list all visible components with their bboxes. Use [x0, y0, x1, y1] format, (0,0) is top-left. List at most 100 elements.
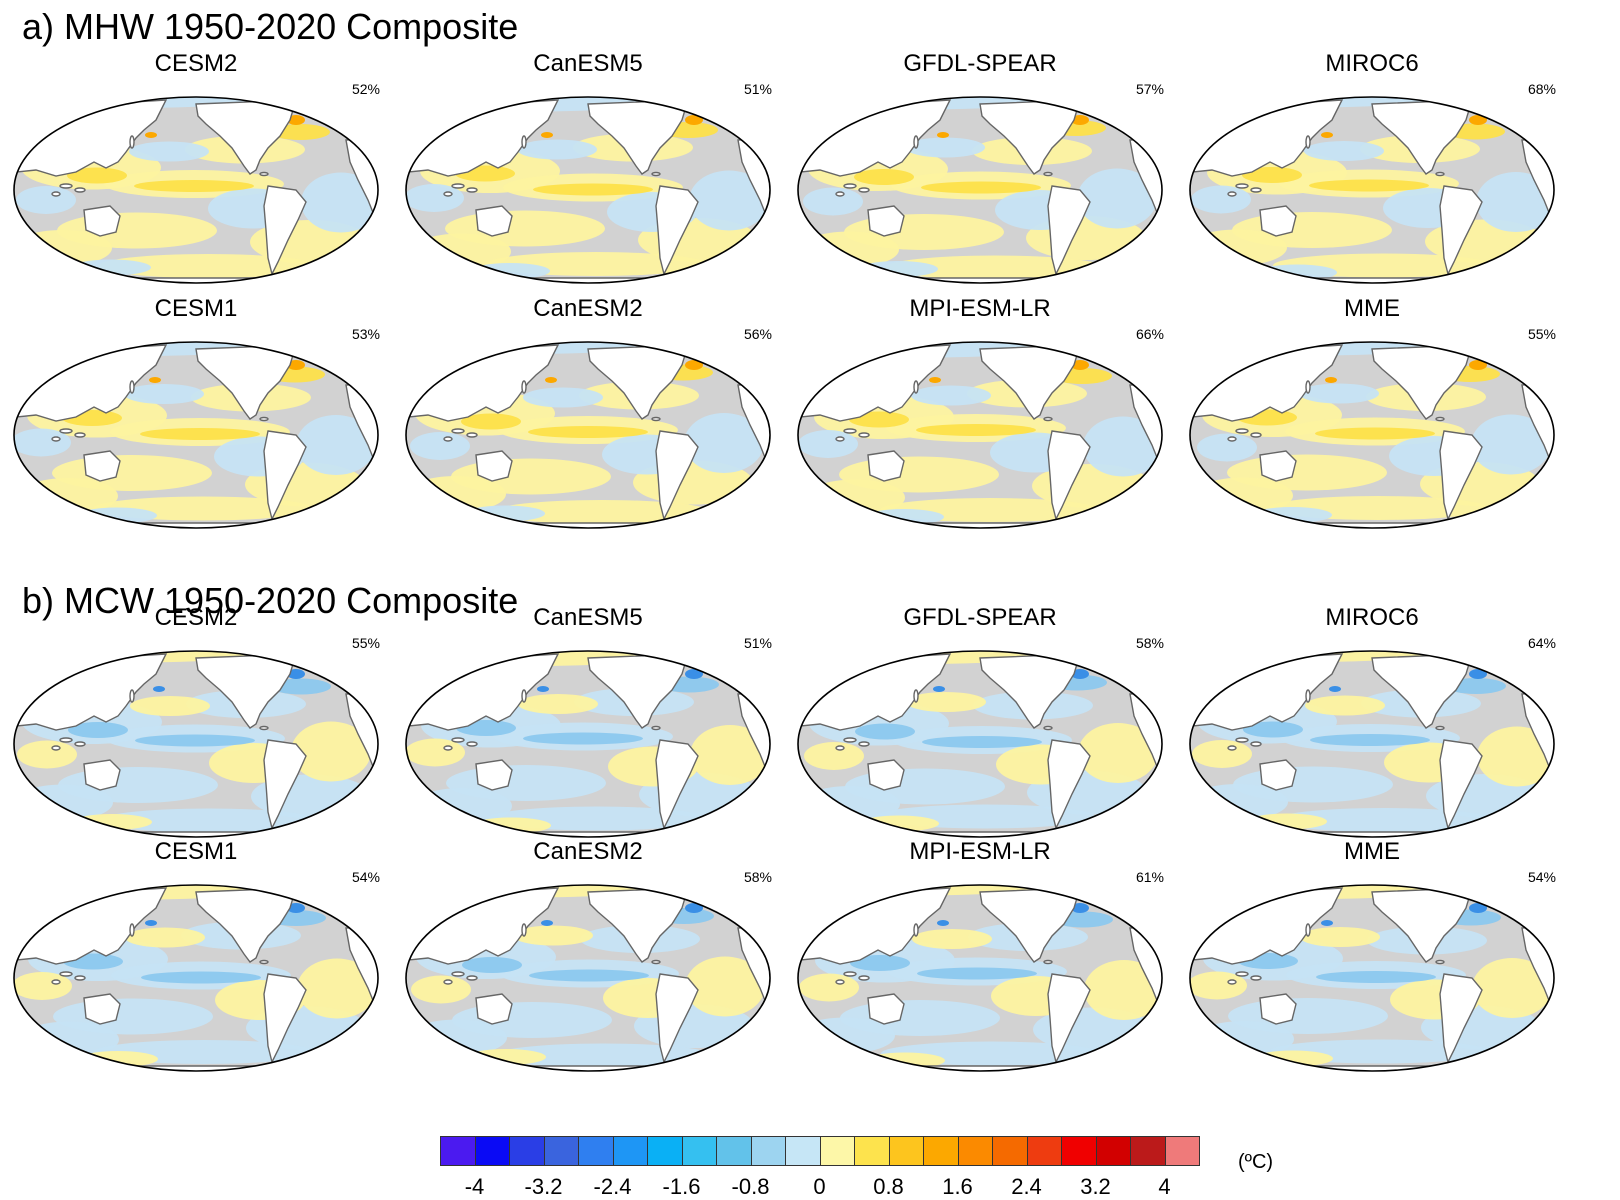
colorbar-swatch: [785, 1136, 821, 1166]
panel-model-name: CanESM2: [533, 295, 643, 322]
anomaly-map: [1189, 650, 1555, 838]
colorbar-tick-label: -0.8: [731, 1174, 770, 1199]
panel-model-name: MIROC6: [1325, 604, 1419, 631]
anomaly-map: [13, 650, 379, 838]
colorbar-swatch: [957, 1136, 993, 1166]
panel-percentage: 54%: [1527, 869, 1556, 885]
panel-model-name: CESM1: [154, 838, 238, 865]
panel-percentage: 64%: [1527, 635, 1556, 651]
panel-percentage: 66%: [1135, 326, 1164, 342]
colorbar-tick-label: 2.4: [1011, 1174, 1042, 1199]
colorbar-tick-label: -3.2: [524, 1174, 563, 1199]
panel-percentage: 52%: [351, 81, 380, 97]
colorbar-swatch: [923, 1136, 959, 1166]
colorbar-swatch: [647, 1136, 683, 1166]
map-panel: CanESM2 58%: [398, 838, 778, 1078]
colorbar-swatch: [854, 1136, 890, 1166]
panel-percentage: 58%: [1135, 635, 1164, 651]
colorbar-tick-label: 0: [813, 1174, 826, 1199]
anomaly-map: [1189, 341, 1555, 529]
panel-percentage: 53%: [351, 326, 380, 342]
panel-model-name: MPI-ESM-LR: [909, 295, 1051, 322]
colorbar-tick-label: 4: [1158, 1174, 1171, 1199]
colorbar-swatch: [1164, 1136, 1200, 1166]
anomaly-map: [13, 96, 379, 284]
panel-percentage: 61%: [1135, 869, 1164, 885]
panel-model-name: CESM1: [154, 295, 238, 322]
map-panel: CESM2 52%: [6, 50, 386, 290]
map-panel: GFDL-SPEAR 57%: [790, 50, 1170, 290]
colorbar-unit: (ºC): [1238, 1151, 1274, 1173]
anomaly-map: [797, 650, 1163, 838]
colorbar-swatch: [474, 1136, 510, 1166]
map-panel: CanESM5 51%: [398, 604, 778, 844]
colorbar-swatch: [1130, 1136, 1166, 1166]
colorbar-swatch: [543, 1136, 579, 1166]
anomaly-map: [1189, 884, 1555, 1072]
colorbar-swatch: [681, 1136, 717, 1166]
map-panel: MME 54%: [1182, 838, 1562, 1078]
map-panel: GFDL-SPEAR 58%: [790, 604, 1170, 844]
panel-model-name: CanESM5: [533, 604, 643, 631]
map-panel: CanESM5 51%: [398, 50, 778, 290]
map-panel: MME 55%: [1182, 295, 1562, 535]
section-title-mcw: b) MCW 1950-2020 Composite: [22, 580, 519, 621]
anomaly-map: [797, 96, 1163, 284]
panel-percentage: 56%: [743, 326, 772, 342]
panel-percentage: 55%: [1527, 326, 1556, 342]
colorbar-tick-label: 3.2: [1080, 1174, 1111, 1199]
colorbar-swatch: [819, 1136, 855, 1166]
anomaly-map: [405, 341, 771, 529]
map-panel: CESM1 53%: [6, 295, 386, 535]
anomaly-map: [13, 884, 379, 1072]
anomaly-map: [405, 884, 771, 1072]
colorbar-tick-label: -2.4: [593, 1174, 632, 1199]
anomaly-map: [13, 341, 379, 529]
panel-model-name: MPI-ESM-LR: [909, 838, 1051, 865]
colorbar-swatch: [1095, 1136, 1131, 1166]
colorbar-swatch: [1061, 1136, 1097, 1166]
panel-percentage: 51%: [743, 635, 772, 651]
colorbar-tick-label: -4: [464, 1174, 485, 1199]
panel-model-name: MME: [1344, 838, 1400, 865]
colorbar-tick-label: -1.6: [662, 1174, 701, 1199]
anomaly-map: [405, 96, 771, 284]
map-panel: MIROC6 64%: [1182, 604, 1562, 844]
colorbar-swatch: [440, 1136, 476, 1166]
anomaly-map: [1189, 96, 1555, 284]
map-panel: CESM2 55%: [6, 604, 386, 844]
panel-model-name: MME: [1344, 295, 1400, 322]
panel-model-name: CanESM5: [533, 50, 643, 77]
anomaly-map: [405, 650, 771, 838]
map-panel: MPI-ESM-LR 66%: [790, 295, 1170, 535]
colorbar-swatch: [612, 1136, 648, 1166]
panel-model-name: GFDL-SPEAR: [903, 604, 1057, 631]
anomaly-map: [797, 341, 1163, 529]
colorbar-swatch: [509, 1136, 545, 1166]
panel-percentage: 51%: [743, 81, 772, 97]
panel-percentage: 54%: [351, 869, 380, 885]
colorbar-swatch: [888, 1136, 924, 1166]
colorbar-swatch: [992, 1136, 1028, 1166]
panel-model-name: GFDL-SPEAR: [903, 50, 1057, 77]
map-panel: CanESM2 56%: [398, 295, 778, 535]
map-panel: CESM1 54%: [6, 838, 386, 1078]
colorbar-tick-label: 1.6: [942, 1174, 973, 1199]
colorbar-tick-label: 0.8: [873, 1174, 904, 1199]
panel-percentage: 58%: [743, 869, 772, 885]
panel-model-name: CanESM2: [533, 838, 643, 865]
panel-model-name: CESM2: [154, 604, 238, 631]
panel-percentage: 57%: [1135, 81, 1164, 97]
panel-percentage: 55%: [351, 635, 380, 651]
colorbar-swatch: [750, 1136, 786, 1166]
colorbar-swatch: [578, 1136, 614, 1166]
colorbar-swatch: [716, 1136, 752, 1166]
panel-model-name: MIROC6: [1325, 50, 1419, 77]
map-panel: MPI-ESM-LR 61%: [790, 838, 1170, 1078]
map-panel: MIROC6 68%: [1182, 50, 1562, 290]
panel-percentage: 68%: [1527, 81, 1556, 97]
anomaly-map: [797, 884, 1163, 1072]
section-title-mhw: a) MHW 1950-2020 Composite: [22, 6, 519, 47]
panel-model-name: CESM2: [154, 50, 238, 77]
colorbar-swatch: [1026, 1136, 1062, 1166]
